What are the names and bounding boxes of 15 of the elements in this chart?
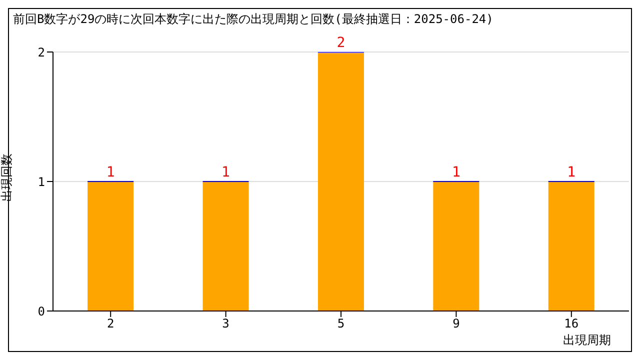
x-tick-label: 3 [222,316,230,331]
x-tick-label: 16 [564,316,579,331]
x-tick-label: 9 [452,316,460,331]
x-tick-label: 2 [106,316,114,331]
data-label: 1 [222,164,230,180]
data-label: 2 [336,35,346,51]
x-tick-label: 5 [337,316,345,331]
y-tick-label: 1 [38,174,45,189]
data-label: 1 [567,164,576,180]
data-label: 1 [452,164,460,180]
y-tick-label: 2 [38,45,45,60]
data-label: 1 [106,164,115,180]
x-axis-title: 出現周期 [563,332,611,349]
y-tick-label: 0 [38,304,45,318]
chart-title: 前回B数字が29の時に次回本数字に出た際の出現周期と回数(最終抽選日：2025-06-24) [13,11,494,28]
